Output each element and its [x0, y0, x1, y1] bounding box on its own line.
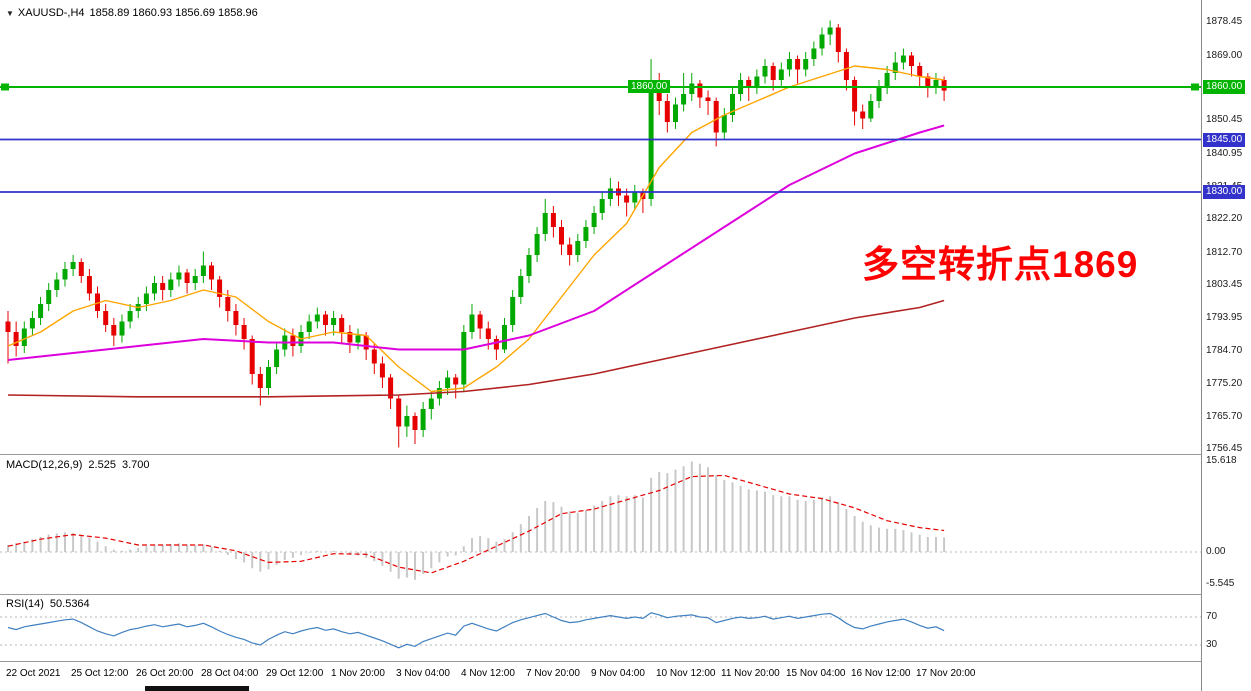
annotation-text[interactable]: 多空转折点1869 — [862, 244, 1139, 285]
rsi-value: 50.5364 — [49, 598, 90, 610]
rsi-line — [7, 612, 945, 649]
time-axis-label: 15 Nov 04:00 — [786, 668, 846, 679]
price-scale-border — [1201, 0, 1202, 691]
time-axis-label: 11 Nov 20:00 — [721, 668, 780, 679]
scale-label: 1878.45 — [1206, 16, 1243, 27]
time-axis-label: 28 Oct 04:00 — [201, 668, 259, 679]
macd-main-value: 2.525 — [88, 459, 116, 471]
macd-signal-line — [7, 474, 945, 574]
price-scale[interactable]: 1878.451869.001859.451850.451840.951831.… — [1202, 0, 1251, 691]
macd-histogram — [7, 461, 946, 580]
line-price-label[interactable]: 1845.00 — [1203, 133, 1246, 147]
scale-label: 1812.70 — [1206, 247, 1243, 258]
panel-separator[interactable] — [0, 594, 1251, 595]
ma-mid-magenta — [7, 124, 945, 361]
time-axis-label: 4 Nov 12:00 — [461, 668, 515, 679]
scale-label: 1850.45 — [1206, 114, 1243, 125]
time-axis-label: 10 Nov 12:00 — [656, 668, 716, 679]
main-chart[interactable] — [0, 0, 1201, 454]
hline-1860-chart-label[interactable]: 1860.00 — [628, 80, 671, 93]
time-axis-label: 3 Nov 04:00 — [396, 668, 450, 679]
symbol-label: XAUUSD-,H4 — [17, 7, 85, 19]
taskbar-edge-fragment — [145, 686, 249, 691]
candles-series — [5, 20, 947, 448]
time-axis-label: 22 Oct 2021 — [6, 668, 61, 679]
macd-name: MACD(12,26,9) — [6, 459, 83, 471]
scale-label: 1803.45 — [1206, 279, 1243, 290]
time-axis-label: 25 Oct 12:00 — [71, 668, 129, 679]
rsi-name: RSI(14) — [6, 598, 44, 610]
time-axis-label: 9 Nov 04:00 — [591, 668, 645, 679]
time-axis-label: 7 Nov 20:00 — [526, 668, 580, 679]
scale-label: 15.618 — [1206, 455, 1237, 466]
ohlc-values: 1858.89 1860.93 1856.69 1858.96 — [89, 7, 258, 19]
time-axis-label: 26 Oct 20:00 — [136, 668, 194, 679]
scale-label: 1765.70 — [1206, 411, 1243, 422]
line-price-label[interactable]: 1860.00 — [1203, 80, 1246, 94]
time-axis-label: 1 Nov 20:00 — [331, 668, 385, 679]
ma-slow-darkred — [7, 299, 945, 398]
scale-label: 1840.95 — [1206, 148, 1243, 159]
line-price-label[interactable]: 1830.00 — [1203, 185, 1246, 199]
hline-handle[interactable] — [1, 83, 9, 91]
ma-fast-orange — [7, 65, 945, 393]
scale-label: 1793.95 — [1206, 312, 1243, 323]
macd-indicator-label: MACD(12,26,9) 2.525 3.700 — [6, 459, 155, 471]
time-axis-label: 17 Nov 20:00 — [916, 668, 976, 679]
symbol-ohlc-header: ▼ XAUUSD-,H4 1858.89 1860.93 1856.69 1858.… — [6, 7, 263, 19]
scale-label: 1822.20 — [1206, 213, 1243, 224]
rsi-indicator-label: RSI(14) 50.5364 — [6, 598, 96, 610]
scale-label: -5.545 — [1206, 578, 1235, 589]
panel-separator — [0, 661, 1251, 662]
chevron-down-icon[interactable]: ▼ — [6, 9, 14, 18]
scale-label: 1775.20 — [1206, 378, 1243, 389]
panel-separator[interactable] — [0, 454, 1251, 455]
scale-label: 70 — [1206, 611, 1218, 622]
rsi-panel[interactable] — [0, 595, 1201, 661]
scale-label: 1784.70 — [1206, 345, 1243, 356]
time-axis-label: 16 Nov 12:00 — [851, 668, 911, 679]
scale-label: 30 — [1206, 639, 1218, 650]
time-axis-label: 29 Oct 12:00 — [266, 668, 324, 679]
scale-label: 0.00 — [1206, 546, 1226, 557]
scale-label: 1756.45 — [1206, 443, 1243, 454]
hline-handle[interactable] — [1191, 83, 1199, 91]
scale-label: 1869.00 — [1206, 50, 1243, 61]
macd-signal-value: 3.700 — [121, 459, 150, 471]
macd-panel[interactable] — [0, 455, 1201, 594]
